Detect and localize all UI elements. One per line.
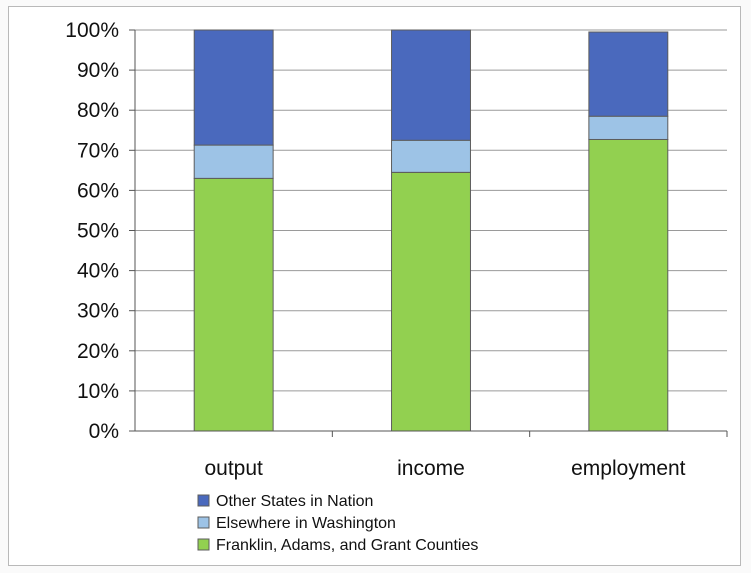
x-tick-label: income (397, 457, 465, 480)
legend-label: Franklin, Adams, and Grant Counties (216, 537, 478, 554)
x-tick-label: employment (571, 457, 686, 480)
bar-segment-employment-2 (588, 31, 669, 117)
bar-segment-income-2 (391, 29, 471, 141)
bar-segment-output-0 (193, 177, 274, 432)
bar-segment-output-2 (193, 29, 274, 146)
bar-segment-income-1 (391, 139, 471, 173)
bars (193, 29, 669, 432)
bar-segment-income-0 (391, 171, 471, 432)
y-tick-label: 40% (77, 260, 119, 283)
y-tick-label: 30% (77, 300, 119, 323)
y-tick-label: 10% (77, 380, 119, 403)
y-tick-label: 100% (65, 19, 119, 42)
y-tick-label: 80% (77, 99, 119, 122)
bar-segment-employment-1 (588, 115, 669, 140)
legend-label: Other States in Nation (216, 493, 373, 510)
y-tick-label: 0% (89, 420, 119, 443)
x-tick-label: output (204, 457, 263, 480)
legend: Other States in Nation Elsewhere in Washi… (197, 493, 478, 554)
y-tick-label: 60% (77, 179, 119, 202)
legend-swatch (197, 538, 210, 551)
legend-label: Elsewhere in Washington (216, 515, 396, 532)
y-tick-label: 90% (77, 59, 119, 82)
bar-segment-output-1 (193, 144, 274, 179)
legend-swatch (197, 494, 210, 507)
y-tick-label: 70% (77, 139, 119, 162)
legend-swatch (197, 516, 210, 529)
axes (129, 29, 728, 437)
axis-labels: 0% 10% 20% 30% 40% 50% 60% 70% 80% 90% 100% output i… (65, 19, 685, 480)
y-tick-label: 20% (77, 340, 119, 363)
bar-segment-employment-0 (588, 138, 669, 432)
y-tick-label: 50% (77, 220, 119, 243)
